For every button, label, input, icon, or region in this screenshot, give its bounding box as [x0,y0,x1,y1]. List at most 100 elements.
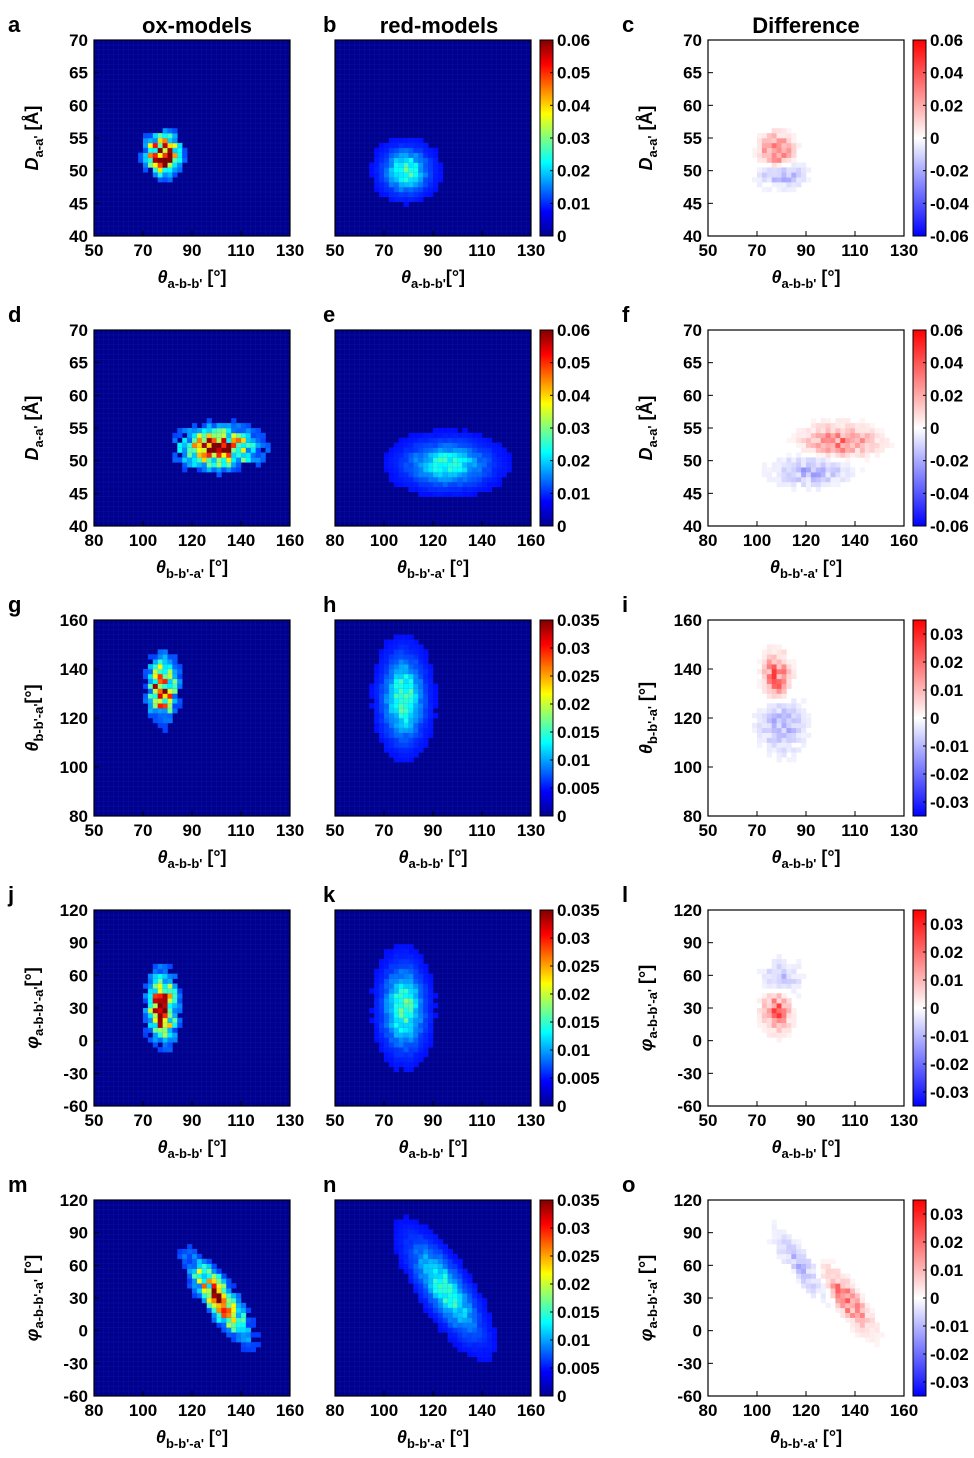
heatmap-cell [457,1263,463,1269]
heatmap-cell [157,993,163,999]
heatmap-cell [393,1022,399,1028]
heatmap-cell [226,452,232,458]
y-tick-label: 0 [693,1322,702,1341]
heatmap-cell [442,1258,448,1264]
heatmap-cell [457,1347,463,1353]
heatmap-cell [757,732,763,738]
heatmap-cell [776,147,782,153]
heatmap-cell [143,1027,149,1033]
heatmap-cell [486,457,493,463]
heatmap-cell [864,1317,870,1323]
heatmap-cell [182,1253,188,1260]
heatmap-cell [766,727,772,733]
heatmap-cell [379,1042,385,1048]
colorbar-tick-label: 0.01 [557,1041,590,1060]
heatmap-cell [761,654,768,660]
heatmap-cell [231,1302,237,1309]
heatmap-cell [157,683,163,689]
panel-letter-d: d [8,302,21,327]
heatmap-cell [408,452,414,458]
heatmap-cell [226,428,232,434]
heatmap-cell [388,187,395,193]
heatmap-cell [467,467,473,473]
heatmap-cell [815,437,821,443]
heatmap-cell [433,703,439,709]
heatmap-cell [771,167,777,173]
heatmap-cell [143,152,149,158]
heatmap-cell [231,1293,237,1299]
heatmap-cell [452,1317,458,1323]
colorbar-tick-label: 0.03 [557,419,590,438]
heatmap-cell [398,644,404,650]
heatmap-cell [801,713,807,719]
heatmap-cell [408,993,414,999]
heatmap-cell [491,472,497,478]
heatmap-cell [830,423,836,429]
heatmap-cell [806,1283,812,1289]
panel-letter-i: i [622,592,628,617]
heatmap-cell [379,722,385,729]
heatmap-cell [428,442,434,448]
heatmap-cell [776,1239,782,1245]
heatmap-cell [776,1234,782,1240]
heatmap-cell [423,649,429,655]
heatmap-cell [403,693,409,699]
heatmap-cell [418,1268,424,1274]
heatmap-cell [423,1224,429,1230]
heatmap-cell [477,437,483,443]
heatmap-cell [433,1312,439,1318]
heatmap-cell [413,732,419,738]
heatmap-cell [501,447,507,453]
heatmap-cell [786,664,792,670]
heatmap-cell [820,1283,826,1289]
heatmap-cell [781,167,787,173]
heatmap-cell [206,1302,212,1309]
heatmap-cell [423,182,429,188]
y-tick-label: 0 [693,1032,702,1051]
heatmap-cell [776,752,782,758]
heatmap-cell [408,1066,414,1072]
heatmap-cell [384,1037,390,1043]
heatmap-cell [152,1012,158,1019]
heatmap-cell [418,1003,424,1009]
heatmap-cell [477,1342,483,1348]
heatmap-cell [457,462,463,468]
heatmap-cell [206,1293,212,1299]
heatmap-cell [766,673,772,680]
heatmap-cell [374,1027,380,1033]
heatmap-cell [379,732,385,738]
heatmap-cell [796,737,802,743]
heatmap-cell [403,1244,409,1250]
heatmap-cell [384,1027,390,1033]
heatmap-cell [157,664,163,670]
heatmap-cell [388,959,395,965]
heatmap-cell [428,472,434,478]
heatmap-cell [167,703,173,709]
heatmap-cell [433,472,439,478]
y-tick-label: 70 [69,31,88,50]
heatmap-cell [781,669,787,675]
heatmap-cell [781,649,787,655]
heatmap-cell [152,988,158,994]
heatmap-cell [467,1278,473,1284]
heatmap-cell [182,1258,188,1264]
heatmap-cell [776,654,782,660]
heatmap-cell [379,1008,385,1014]
heatmap-cell [157,978,163,984]
colorbar-tick-label: 0 [930,999,939,1018]
heatmap-cell [752,177,758,183]
heatmap-cell [472,1293,478,1299]
heatmap-cell [830,428,836,434]
heatmap-cell [433,688,439,694]
heatmap-cell [384,1003,390,1009]
heatmap-cell [413,693,419,699]
heatmap-cell [388,1061,395,1068]
heatmap-cell [796,1249,802,1255]
heatmap-cell [393,1042,399,1048]
heatmap-cell [825,437,831,443]
heatmap-cell [433,447,439,453]
heatmap-cell [428,486,434,492]
heatmap-cell [231,457,237,463]
heatmap-cell [840,437,846,443]
